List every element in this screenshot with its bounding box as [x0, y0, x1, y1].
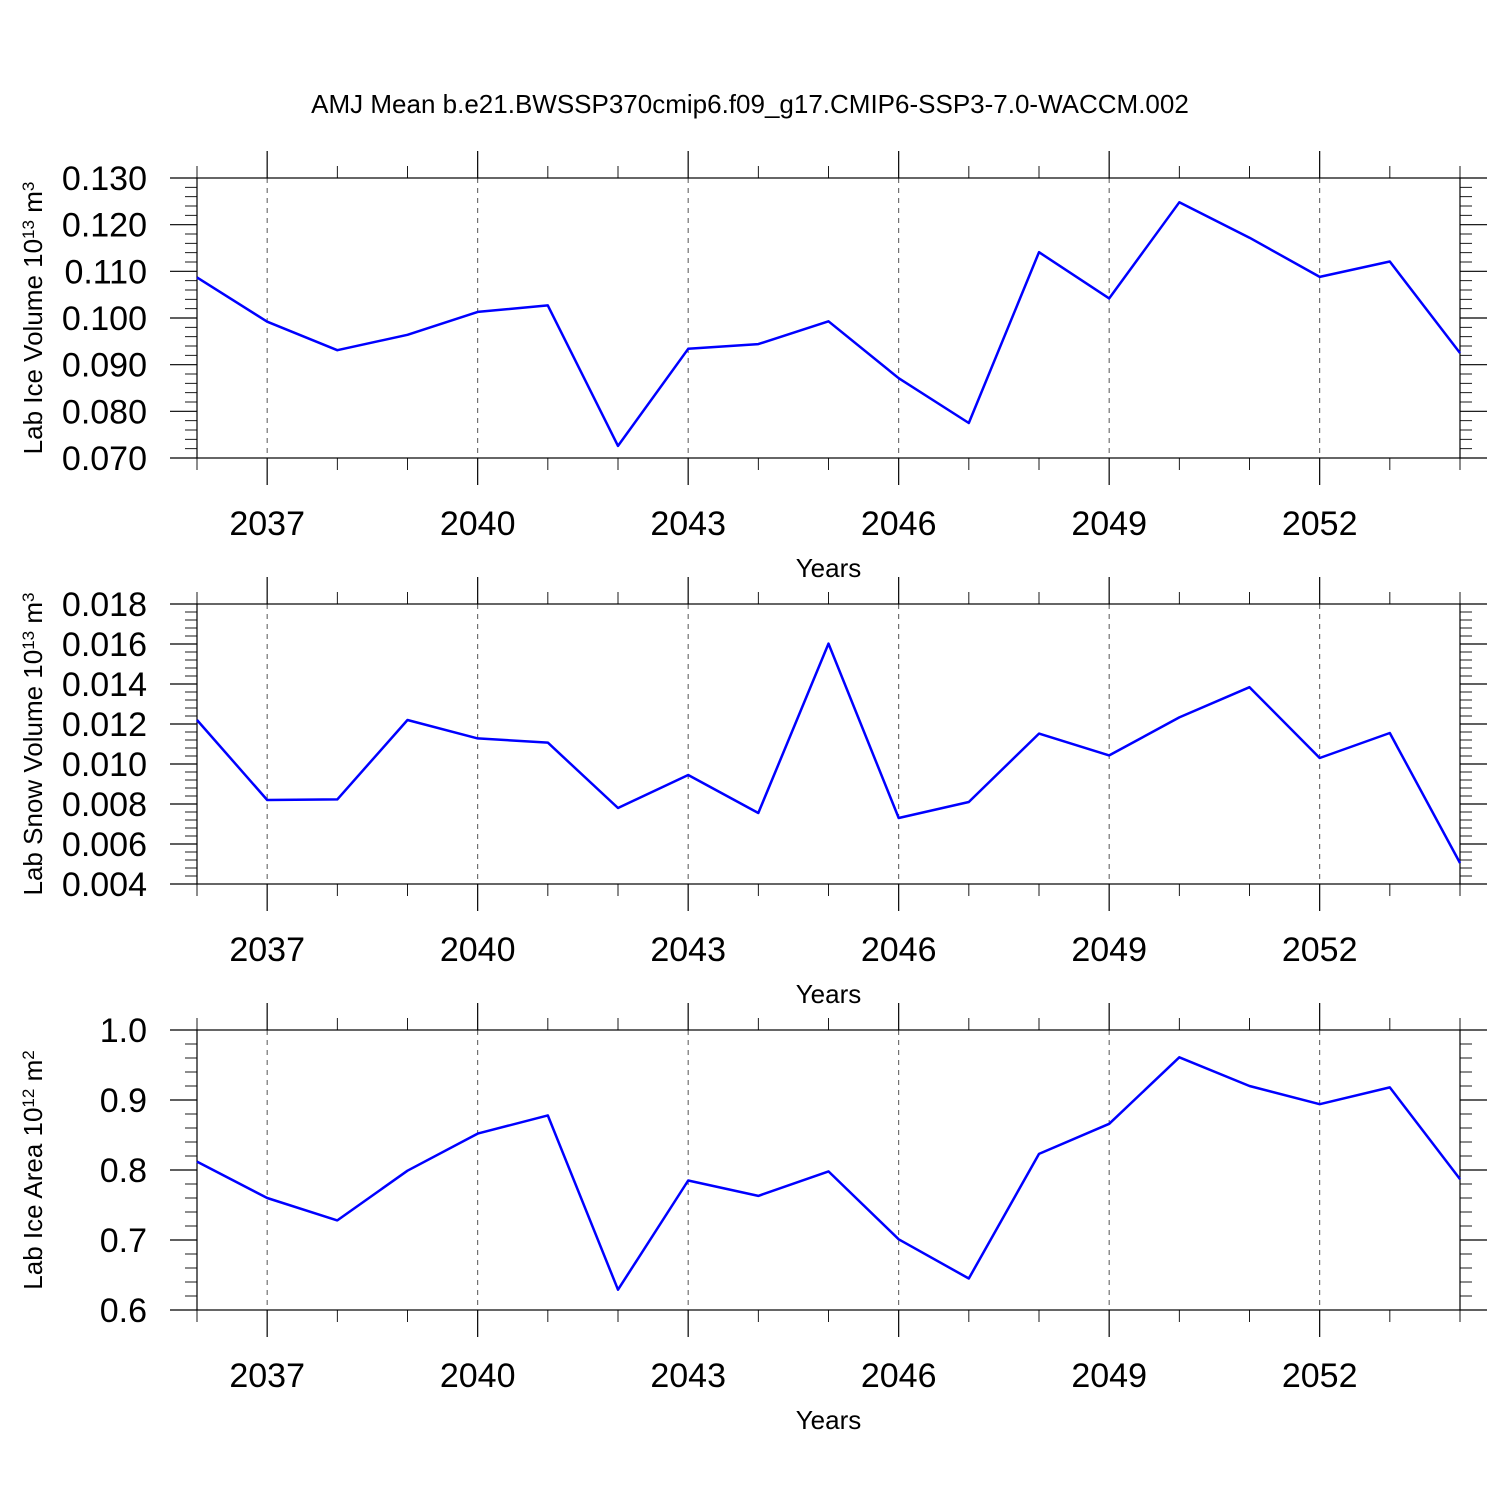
- series-line: [196, 1056, 1461, 1291]
- y-tick-label: 0.120: [62, 207, 147, 245]
- y-tick-label: 0.070: [62, 440, 147, 478]
- x-tick-label: 2043: [650, 1357, 726, 1395]
- y-axis-label-text: Lab Ice Area 10: [18, 1108, 48, 1290]
- x-tick-label: 2040: [440, 1357, 516, 1395]
- x-axis-label: Years: [796, 979, 862, 1009]
- y-axis-label-text: m: [18, 1060, 48, 1089]
- plot-frame: [196, 177, 1461, 459]
- y-axis-label: Lab Ice Volume 1013 m3: [18, 182, 48, 455]
- x-tick-label: 2049: [1071, 505, 1147, 543]
- y-tick-label: 0.010: [62, 746, 147, 784]
- y-axis-label: Lab Snow Volume 1013 m3: [18, 592, 48, 895]
- x-tick-label: 2046: [861, 1357, 937, 1395]
- x-tick-label: 2052: [1282, 505, 1358, 543]
- x-tick-label: 2040: [440, 505, 516, 543]
- y-tick-label: 0.100: [62, 300, 147, 338]
- y-tick-label: 0.7: [100, 1222, 147, 1260]
- x-tick-label: 2049: [1071, 1357, 1147, 1395]
- y-tick-label: 0.016: [62, 626, 147, 664]
- y-axis-label-superscript: 3: [19, 592, 38, 601]
- plot-frame: [196, 1029, 1461, 1311]
- x-tick-label: 2052: [1282, 1357, 1358, 1395]
- y-axis-label-superscript: 3: [19, 182, 38, 191]
- y-tick-label: 1.0: [100, 1012, 147, 1050]
- x-tick-label: 2037: [229, 931, 305, 969]
- x-tick-label: 2052: [1282, 931, 1358, 969]
- x-axis-label: Years: [796, 1405, 862, 1435]
- x-axis-label: Years: [796, 553, 862, 583]
- x-tick-label: 2037: [229, 505, 305, 543]
- y-tick-label: 0.130: [62, 160, 147, 198]
- y-tick-label: 0.110: [64, 253, 147, 291]
- y-tick-label: 0.004: [62, 866, 147, 904]
- y-tick-label: 0.014: [62, 666, 147, 704]
- y-tick-label: 0.8: [100, 1152, 147, 1190]
- y-axis-label-text: m: [18, 602, 48, 631]
- y-axis-label-superscript: 2: [19, 1050, 38, 1059]
- y-tick-label: 0.080: [62, 393, 147, 431]
- y-tick-label: 0.9: [100, 1082, 147, 1120]
- chart-panel-3: 2037 2040 2043 2046 2049 2052 0.6 0.7 0.8 0.9 1.0 Y…: [18, 1003, 1487, 1435]
- y-axis-label-superscript: 12: [19, 1089, 38, 1108]
- series-line: [196, 201, 1461, 448]
- y-axis-label-superscript: 13: [19, 631, 38, 650]
- y-axis-label-text: Lab Ice Volume 10: [18, 239, 48, 454]
- y-tick-label: 0.008: [62, 786, 147, 824]
- y-axis-label-superscript: 13: [19, 220, 38, 239]
- x-tick-label: 2043: [650, 931, 726, 969]
- x-tick-label: 2037: [229, 1357, 305, 1395]
- x-tick-label: 2043: [650, 505, 726, 543]
- chart-panel-2: 2037 2040 2043 2046 2049 20520.0040.0060.0080…: [18, 577, 1487, 1009]
- y-axis-label-text: Lab Snow Volume 10: [18, 650, 48, 896]
- x-tick-label: 2049: [1071, 931, 1147, 969]
- x-tick-label: 2040: [440, 931, 516, 969]
- y-axis-label-text: m: [18, 191, 48, 220]
- panels: 2037 2040 2043 2046 2049 2052 0.070 0.080 0.090 0…: [18, 151, 1487, 1435]
- x-tick-label: 2046: [861, 931, 937, 969]
- y-tick-label: 0.6: [100, 1292, 147, 1330]
- series-line: [196, 642, 1462, 864]
- plot-frame: [196, 603, 1461, 885]
- y-tick-label: 0.012: [62, 706, 147, 744]
- y-tick-label: 0.090: [62, 347, 147, 385]
- chart-panel-1: 2037 2040 2043 2046 2049 2052 0.070 0.080 0.090 0…: [18, 151, 1487, 583]
- y-tick-label: 0.018: [62, 586, 147, 624]
- y-tick-label: 0.006: [62, 826, 147, 864]
- y-axis-label: Lab Ice Area 1012 m2: [18, 1050, 48, 1289]
- x-tick-label: 2046: [861, 505, 937, 543]
- figure-title: AMJ Mean b.e21.BWSSP370cmip6.f09_g17.CMI…: [311, 89, 1189, 119]
